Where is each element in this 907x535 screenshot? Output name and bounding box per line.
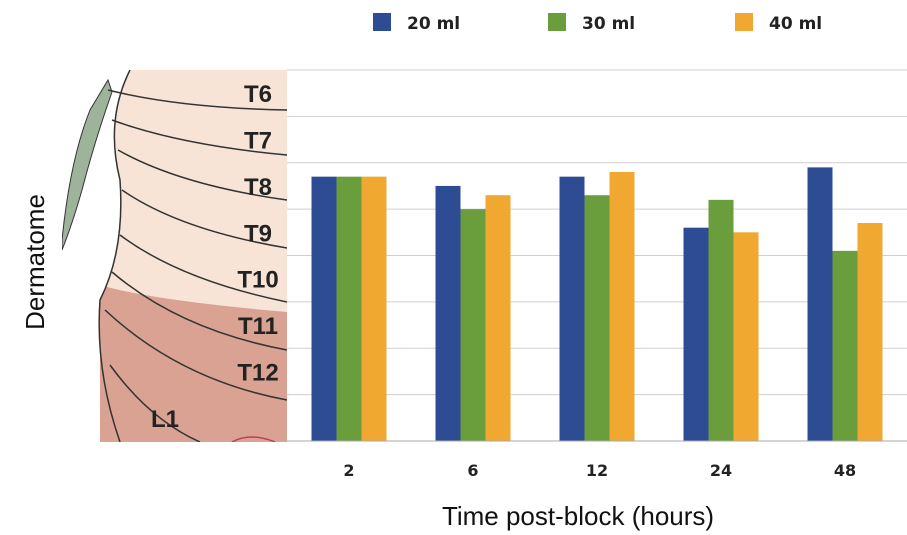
bar bbox=[807, 167, 833, 441]
legend-swatch bbox=[735, 13, 753, 31]
x-tick-label: 12 bbox=[586, 461, 608, 480]
x-tick-label: 2 bbox=[343, 461, 354, 480]
legend-label: 30 ml bbox=[582, 14, 635, 34]
dermatome-body-illustration bbox=[62, 70, 287, 442]
dermatome-label: T7 bbox=[244, 128, 272, 155]
bar bbox=[609, 172, 635, 441]
x-tick-label: 6 bbox=[467, 461, 478, 480]
bar bbox=[336, 176, 362, 441]
x-tick-labels: 2 6 12 24 48 bbox=[343, 461, 856, 480]
x-tick-label: 48 bbox=[834, 461, 856, 480]
bar bbox=[683, 227, 709, 441]
dermatome-label: T6 bbox=[244, 81, 272, 108]
legend-label: 20 ml bbox=[407, 14, 460, 34]
bar bbox=[361, 176, 387, 441]
bar bbox=[485, 195, 511, 441]
chart-legend: 20 ml 30 ml 40 ml bbox=[373, 13, 822, 34]
bar bbox=[311, 176, 337, 441]
bar bbox=[832, 250, 858, 441]
bar bbox=[733, 232, 759, 441]
dermatome-label: T8 bbox=[244, 174, 272, 201]
legend-swatch bbox=[373, 13, 391, 31]
dermatome-label: T12 bbox=[237, 359, 278, 386]
dermatome-label: L1 bbox=[151, 406, 179, 433]
bars bbox=[311, 167, 883, 441]
bar bbox=[708, 199, 734, 441]
y-axis-title: Dermatome bbox=[20, 194, 50, 330]
dermatome-label: T10 bbox=[237, 267, 278, 294]
bar bbox=[857, 223, 883, 441]
x-axis-title: Time post-block (hours) bbox=[442, 501, 714, 531]
x-tick-label: 24 bbox=[710, 461, 732, 480]
bar bbox=[584, 195, 610, 441]
bar bbox=[559, 176, 585, 441]
dermatome-label: T9 bbox=[244, 220, 272, 247]
bar bbox=[460, 209, 486, 441]
dermatome-labels: T6 T7 T8 T9 T10 T11 T12 L1 bbox=[151, 81, 279, 433]
legend-swatch bbox=[548, 13, 566, 31]
legend-label: 40 ml bbox=[769, 14, 822, 34]
bar bbox=[435, 185, 461, 441]
dermatome-label: T11 bbox=[238, 313, 278, 340]
